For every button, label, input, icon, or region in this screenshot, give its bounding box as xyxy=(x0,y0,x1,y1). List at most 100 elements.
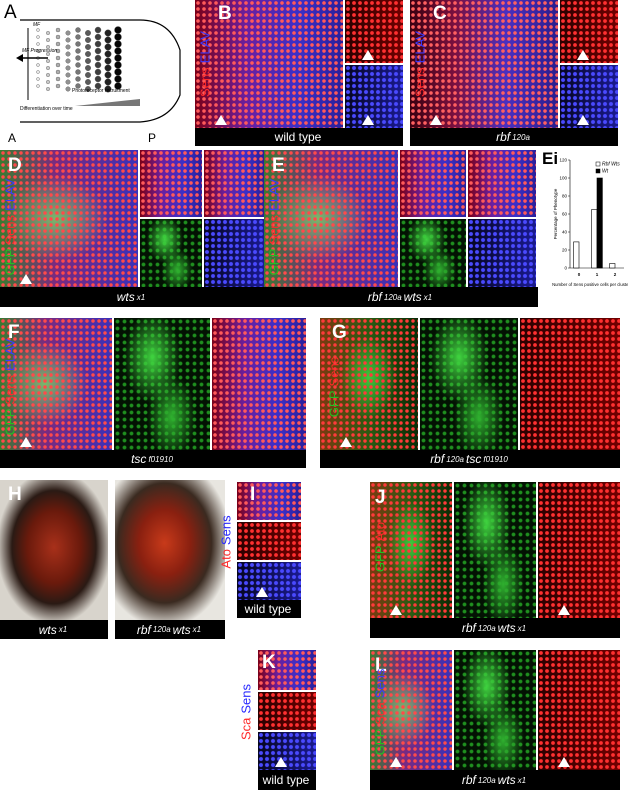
channel-name: GFP xyxy=(372,545,388,573)
y-tick-label: 100 xyxy=(559,176,567,181)
panel-letter: E xyxy=(272,155,285,176)
panel-letter: B xyxy=(218,3,232,24)
ommatidium xyxy=(36,77,40,81)
channel-name: Sens xyxy=(326,356,342,387)
channel-name: GFP xyxy=(2,248,18,276)
ommatidium xyxy=(75,48,81,54)
ommatidium xyxy=(85,79,91,85)
micrograph xyxy=(114,318,210,450)
differentiation-label: Differentiation over time xyxy=(20,106,73,112)
micrograph xyxy=(520,318,620,450)
channel-label: GFP Sens xyxy=(327,353,342,417)
ommatidium xyxy=(85,30,91,36)
ommatidium xyxy=(114,61,122,69)
ommatidium xyxy=(85,65,91,71)
channel-label: GFP Sens ELAV xyxy=(267,175,282,276)
caption-part: x1 xyxy=(517,775,527,785)
panel-a-diagram: A MF MF Progression Photoreceptor recrui… xyxy=(4,2,181,145)
panel-letter: K xyxy=(262,652,276,673)
micrograph xyxy=(264,150,398,287)
genotype-caption: tsc f01910 xyxy=(0,450,306,468)
ommatidium xyxy=(46,38,50,42)
channel-name: ELAV xyxy=(266,178,282,211)
micrograph xyxy=(0,318,112,450)
arrowhead xyxy=(20,274,32,284)
channel-name: ELAV xyxy=(2,178,18,211)
channel-name: Sca xyxy=(372,702,388,725)
channel-name: Ato xyxy=(218,549,234,569)
ommatidium xyxy=(114,75,122,83)
micrograph xyxy=(115,480,225,620)
y-tick-label: 20 xyxy=(562,248,568,253)
arrowhead xyxy=(362,50,375,60)
ommatidium xyxy=(114,54,122,62)
progression-label: MF Progression xyxy=(22,48,57,54)
channel-name: Sens xyxy=(197,67,213,97)
genotype-caption: wts x1 xyxy=(0,620,108,639)
y-tick-label: 0 xyxy=(564,266,567,271)
caption-part: x1 xyxy=(192,625,202,634)
caption-part: 120a xyxy=(512,132,530,142)
arrowhead xyxy=(362,115,375,125)
arrowhead xyxy=(20,437,32,447)
caption-part: rbf xyxy=(461,621,476,635)
ommatidium xyxy=(94,54,102,62)
caption-part: wts xyxy=(497,773,516,787)
ommatidium xyxy=(114,33,122,41)
ommatidium xyxy=(65,44,71,50)
micrograph xyxy=(370,650,452,770)
y-tick-label: 60 xyxy=(562,212,568,217)
channel-name: GFP xyxy=(326,390,342,418)
ommatidium xyxy=(46,45,50,49)
arrowhead xyxy=(430,115,442,125)
channel-label: GFP Sca Sens xyxy=(373,665,388,756)
arrowhead xyxy=(215,115,227,125)
ommatidium xyxy=(114,47,122,55)
micrograph xyxy=(454,650,536,770)
micrograph xyxy=(258,732,316,770)
ommatidia xyxy=(36,26,122,93)
bar xyxy=(609,263,616,269)
ommatidium xyxy=(85,37,91,43)
ommatidium xyxy=(65,58,71,64)
ommatidium xyxy=(55,41,61,47)
channel-name: Sens xyxy=(238,683,254,714)
channel-name: ELAV xyxy=(2,338,18,371)
panel-letter: G xyxy=(332,322,347,343)
micrograph xyxy=(400,219,466,287)
bar xyxy=(591,209,598,269)
genotype-caption: wild type xyxy=(195,128,403,146)
ommatidium xyxy=(114,82,122,90)
ommatidium xyxy=(104,64,112,72)
caption-part: wts xyxy=(116,290,135,304)
caption-part: rbf xyxy=(367,290,382,304)
caption-part: rbf xyxy=(430,452,445,466)
panel-letter: H xyxy=(8,484,22,505)
micrograph xyxy=(468,150,536,217)
panel-letter: C xyxy=(433,3,447,24)
channel-label: Sca Sens xyxy=(239,680,254,740)
caption-part: tsc xyxy=(131,452,147,466)
channel-label: Sens ELAV xyxy=(413,27,428,97)
ommatidium xyxy=(94,40,102,48)
ommatidium xyxy=(46,73,50,77)
channel-name: Sens xyxy=(2,374,18,405)
ommatidium xyxy=(36,42,40,46)
channel-name: GFP xyxy=(2,408,18,436)
micrograph xyxy=(204,150,264,217)
x-tick-label: 1 xyxy=(596,272,599,277)
genotype-caption: wild type xyxy=(258,770,316,790)
ommatidium xyxy=(104,43,112,51)
differentiation-wedge xyxy=(75,99,140,106)
channel-name: Sens xyxy=(266,214,282,245)
caption-part: f01910 xyxy=(148,454,173,464)
disc-outline xyxy=(20,19,181,123)
micrograph xyxy=(400,150,466,217)
channel-label: GFP Ato xyxy=(373,518,388,572)
caption-part: 120a xyxy=(477,623,496,633)
micrograph xyxy=(468,219,536,287)
ommatidium xyxy=(46,66,50,70)
ommatidium xyxy=(55,83,61,89)
ommatidium xyxy=(65,37,71,43)
